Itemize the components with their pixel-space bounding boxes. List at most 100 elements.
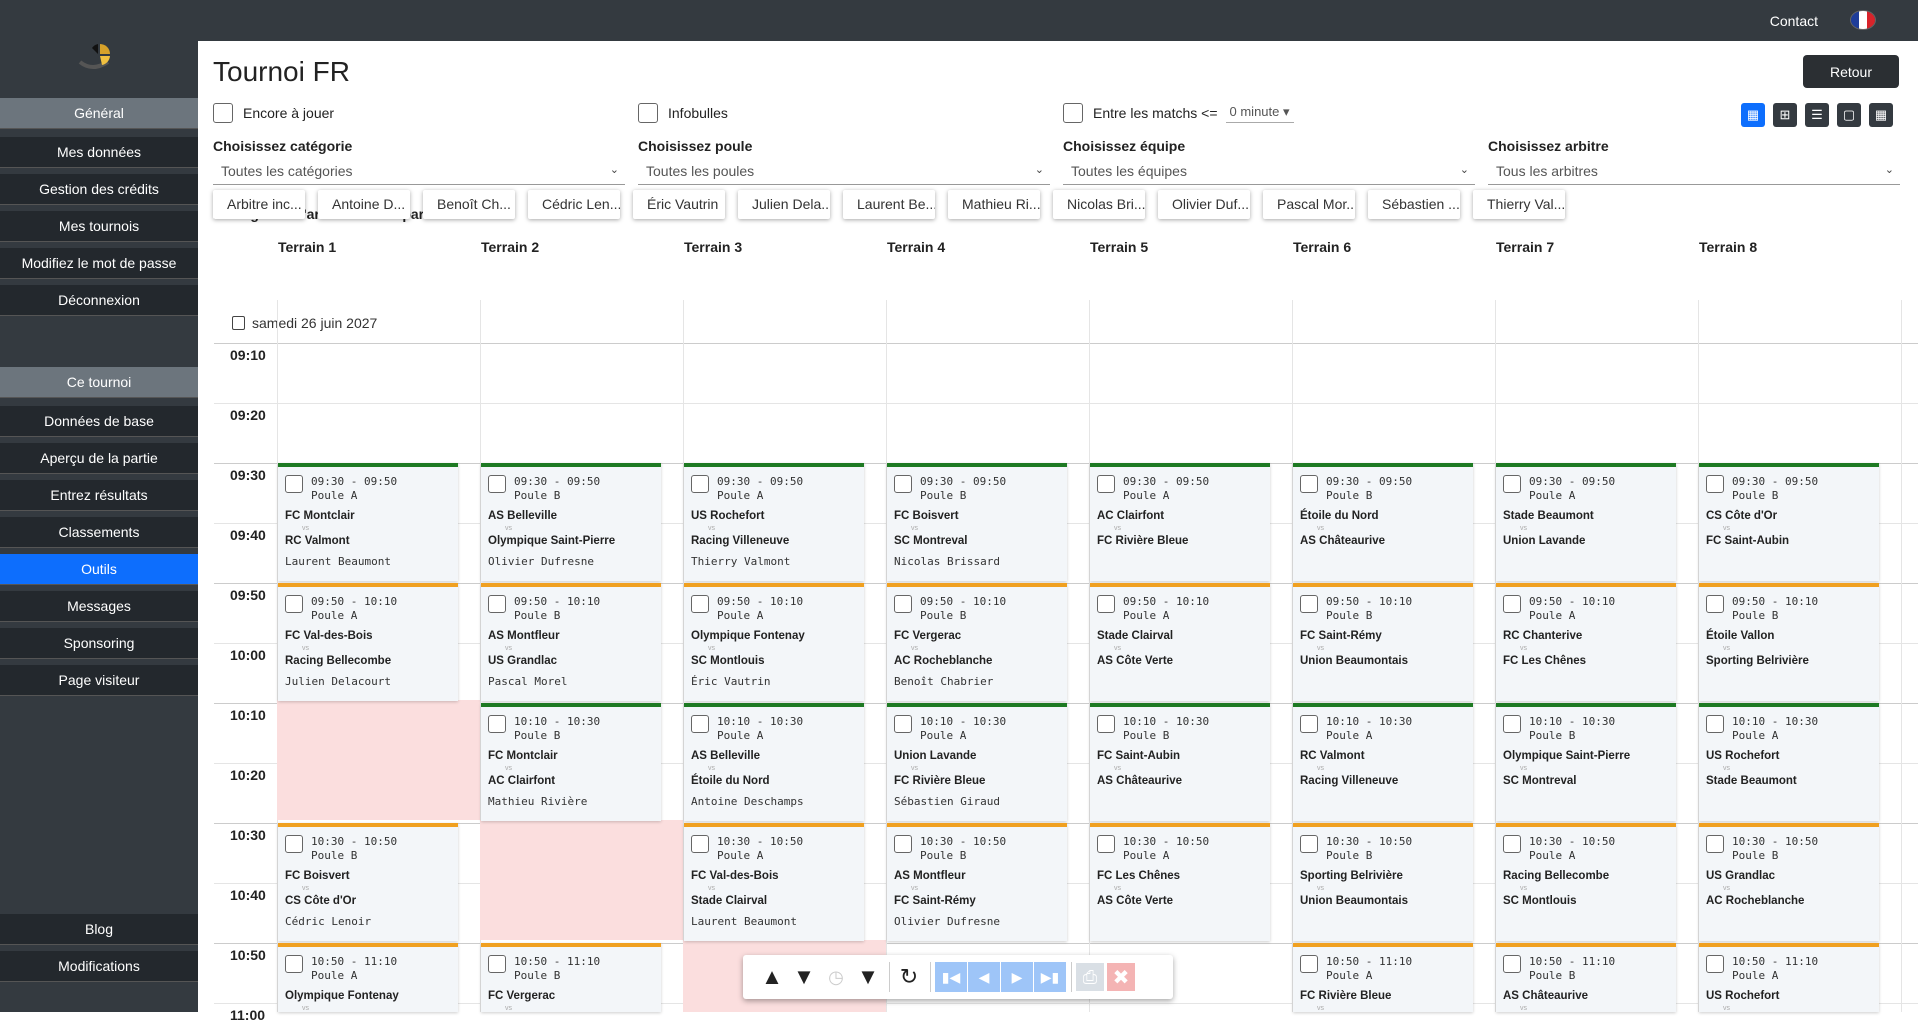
- match-checkbox[interactable]: [1706, 955, 1724, 973]
- match-checkbox[interactable]: [894, 595, 912, 613]
- referee-chip[interactable]: Julien Dela...: [738, 190, 830, 219]
- match-checkbox[interactable]: [1706, 595, 1724, 613]
- match-checkbox[interactable]: [1300, 475, 1318, 493]
- match-checkbox[interactable]: [1300, 595, 1318, 613]
- match-card[interactable]: 10:30 - 10:50 Poule B AS Montfleur vs FC Sai…: [887, 823, 1067, 941]
- match-card[interactable]: 10:10 - 10:30 Poule B Olympique Saint-Pier…: [1496, 703, 1676, 821]
- match-checkbox[interactable]: [1706, 835, 1724, 853]
- match-card[interactable]: 09:30 - 09:50 Poule B FC Boisvert vs SC Mont…: [887, 463, 1067, 581]
- match-card[interactable]: 10:10 - 10:30 Poule B FC Saint-Aubin vs AS C…: [1090, 703, 1270, 821]
- match-checkbox[interactable]: [1503, 955, 1521, 973]
- sidebar-item-tournoi-4[interactable]: Outils: [0, 554, 198, 585]
- last-page-icon[interactable]: ▶▮: [1034, 962, 1066, 992]
- entre-les-matchs-checkbox[interactable]: Entre les matchs <= 0 minute ▾: [1063, 103, 1294, 123]
- match-card[interactable]: 10:50 - 11:10 Poule A US Rochefort vs: [1699, 943, 1879, 1012]
- match-checkbox[interactable]: [285, 475, 303, 493]
- match-card[interactable]: 09:30 - 09:50 Poule A AC Clairfont vs FC Riv…: [1090, 463, 1270, 581]
- match-checkbox[interactable]: [488, 475, 506, 493]
- checkbox-box[interactable]: [1063, 103, 1083, 123]
- match-checkbox[interactable]: [894, 715, 912, 733]
- match-checkbox[interactable]: [1706, 715, 1724, 733]
- sidebar-item-tournoi-0[interactable]: Données de base: [0, 406, 198, 437]
- first-page-icon[interactable]: ▮◀: [935, 962, 967, 992]
- match-card[interactable]: 09:30 - 09:50 Poule A Stade Beaumont vs Unio…: [1496, 463, 1676, 581]
- next-page-icon[interactable]: ▶: [1001, 962, 1033, 992]
- filter-icon[interactable]: ▼: [793, 964, 815, 989]
- match-checkbox[interactable]: [1300, 715, 1318, 733]
- referee-chip[interactable]: Éric Vautrin: [633, 190, 725, 219]
- referee-chip[interactable]: Pascal Mor...: [1263, 190, 1355, 219]
- match-card[interactable]: 09:50 - 10:10 Poule A RC Chanterive vs FC Le…: [1496, 583, 1676, 701]
- refresh-icon[interactable]: ↻: [899, 964, 919, 989]
- print-icon[interactable]: ⎙: [1076, 963, 1104, 991]
- match-card[interactable]: 10:30 - 10:50 Poule A FC Les Chênes vs AS Cô…: [1090, 823, 1270, 941]
- equipe-select[interactable]: Toutes les équipes ⌄: [1063, 161, 1475, 185]
- match-checkbox[interactable]: [1503, 475, 1521, 493]
- sidebar-item-tournoi-2[interactable]: Entrez résultats: [0, 480, 198, 511]
- match-checkbox[interactable]: [691, 835, 709, 853]
- french-flag-icon[interactable]: [1850, 10, 1876, 30]
- match-card[interactable]: 10:10 - 10:30 Poule A AS Belleville vs Étoil…: [684, 703, 864, 821]
- back-button[interactable]: Retour: [1803, 55, 1899, 88]
- match-card[interactable]: 10:50 - 11:10 Poule B FC Vergerac vs: [481, 943, 661, 1012]
- sidebar-item-tournoi-7[interactable]: Page visiteur: [0, 665, 198, 696]
- match-checkbox[interactable]: [488, 715, 506, 733]
- referee-chip[interactable]: Laurent Be...: [843, 190, 935, 219]
- match-card[interactable]: 10:30 - 10:50 Poule B FC Boisvert vs CS Côte…: [278, 823, 458, 941]
- match-card[interactable]: 09:30 - 09:50 Poule B AS Belleville vs Olymp…: [481, 463, 661, 581]
- match-card[interactable]: 10:30 - 10:50 Poule A Racing Bellecombe vs S…: [1496, 823, 1676, 941]
- match-checkbox[interactable]: [1300, 835, 1318, 853]
- match-checkbox[interactable]: [1503, 715, 1521, 733]
- referee-chip[interactable]: Mathieu Ri...: [948, 190, 1040, 219]
- view-grid-icon[interactable]: ⊞: [1773, 103, 1797, 127]
- chevron-up-icon[interactable]: ▲: [761, 964, 783, 989]
- match-card[interactable]: 09:50 - 10:10 Poule B AS Montfleur vs US Gra…: [481, 583, 661, 701]
- match-card[interactable]: 09:50 - 10:10 Poule A Stade Clairval vs AS C…: [1090, 583, 1270, 701]
- match-card[interactable]: 09:50 - 10:10 Poule A FC Val-des-Bois vs Rac…: [278, 583, 458, 701]
- match-card[interactable]: 10:30 - 10:50 Poule B US Grandlac vs AC Roch…: [1699, 823, 1879, 941]
- categorie-select[interactable]: Toutes les catégories ⌄: [213, 161, 625, 185]
- match-card[interactable]: 09:50 - 10:10 Poule B FC Saint-Rémy vs Union…: [1293, 583, 1473, 701]
- match-card[interactable]: 09:50 - 10:10 Poule B FC Vergerac vs AC Roch…: [887, 583, 1067, 701]
- referee-chip[interactable]: Olivier Duf...: [1158, 190, 1250, 219]
- sidebar-item-bottom-1[interactable]: Modifications: [0, 951, 198, 982]
- match-checkbox[interactable]: [1097, 835, 1115, 853]
- referee-chip[interactable]: Antoine D...: [318, 190, 410, 219]
- match-checkbox[interactable]: [1706, 475, 1724, 493]
- view-single-icon[interactable]: ▢: [1837, 103, 1861, 127]
- sidebar-item-1[interactable]: Gestion des crédits: [0, 174, 198, 205]
- match-checkbox[interactable]: [894, 835, 912, 853]
- encore-a-jouer-checkbox[interactable]: Encore à jouer: [213, 103, 334, 123]
- match-checkbox[interactable]: [894, 475, 912, 493]
- checkbox-box[interactable]: [213, 103, 233, 123]
- referee-chip[interactable]: Benoît Ch...: [423, 190, 515, 219]
- sidebar-item-3[interactable]: Modifiez le mot de passe: [0, 248, 198, 279]
- clock-icon[interactable]: ◷: [828, 966, 844, 987]
- match-card[interactable]: 10:30 - 10:50 Poule B Sporting Belrivière v…: [1293, 823, 1473, 941]
- sidebar-item-tournoi-1[interactable]: Aperçu de la partie: [0, 443, 198, 474]
- match-card[interactable]: 10:10 - 10:30 Poule A RC Valmont vs Racing V…: [1293, 703, 1473, 821]
- match-checkbox[interactable]: [1503, 595, 1521, 613]
- match-checkbox[interactable]: [285, 835, 303, 853]
- match-card[interactable]: 10:10 - 10:30 Poule A Union Lavande vs FC Ri…: [887, 703, 1067, 821]
- match-card[interactable]: 10:30 - 10:50 Poule A FC Val-des-Bois vs Sta…: [684, 823, 864, 941]
- match-card[interactable]: 09:30 - 09:50 Poule A US Rochefort vs Racing…: [684, 463, 864, 581]
- match-card[interactable]: 09:30 - 09:50 Poule B CS Côte d'Or vs FC Sai…: [1699, 463, 1879, 581]
- match-card[interactable]: 10:10 - 10:30 Poule B FC Montclair vs AC Cla…: [481, 703, 661, 821]
- match-checkbox[interactable]: [1300, 955, 1318, 973]
- match-card[interactable]: 09:50 - 10:10 Poule A Olympique Fontenay vs…: [684, 583, 864, 701]
- match-card[interactable]: 09:30 - 09:50 Poule B Étoile du Nord vs AS C…: [1293, 463, 1473, 581]
- match-checkbox[interactable]: [691, 595, 709, 613]
- view-rows-icon[interactable]: ☰: [1805, 103, 1829, 127]
- contact-link[interactable]: Contact: [1769, 13, 1818, 29]
- referee-chip[interactable]: Sébastien ...: [1368, 190, 1460, 219]
- match-checkbox[interactable]: [691, 715, 709, 733]
- sidebar-item-tournoi-3[interactable]: Classements: [0, 517, 198, 548]
- sidebar-item-0[interactable]: Mes données: [0, 137, 198, 168]
- sidebar-item-2[interactable]: Mes tournois: [0, 211, 198, 242]
- match-checkbox[interactable]: [488, 955, 506, 973]
- match-checkbox[interactable]: [285, 595, 303, 613]
- match-checkbox[interactable]: [488, 595, 506, 613]
- referee-chip[interactable]: Thierry Val...: [1473, 190, 1565, 219]
- match-checkbox[interactable]: [1503, 835, 1521, 853]
